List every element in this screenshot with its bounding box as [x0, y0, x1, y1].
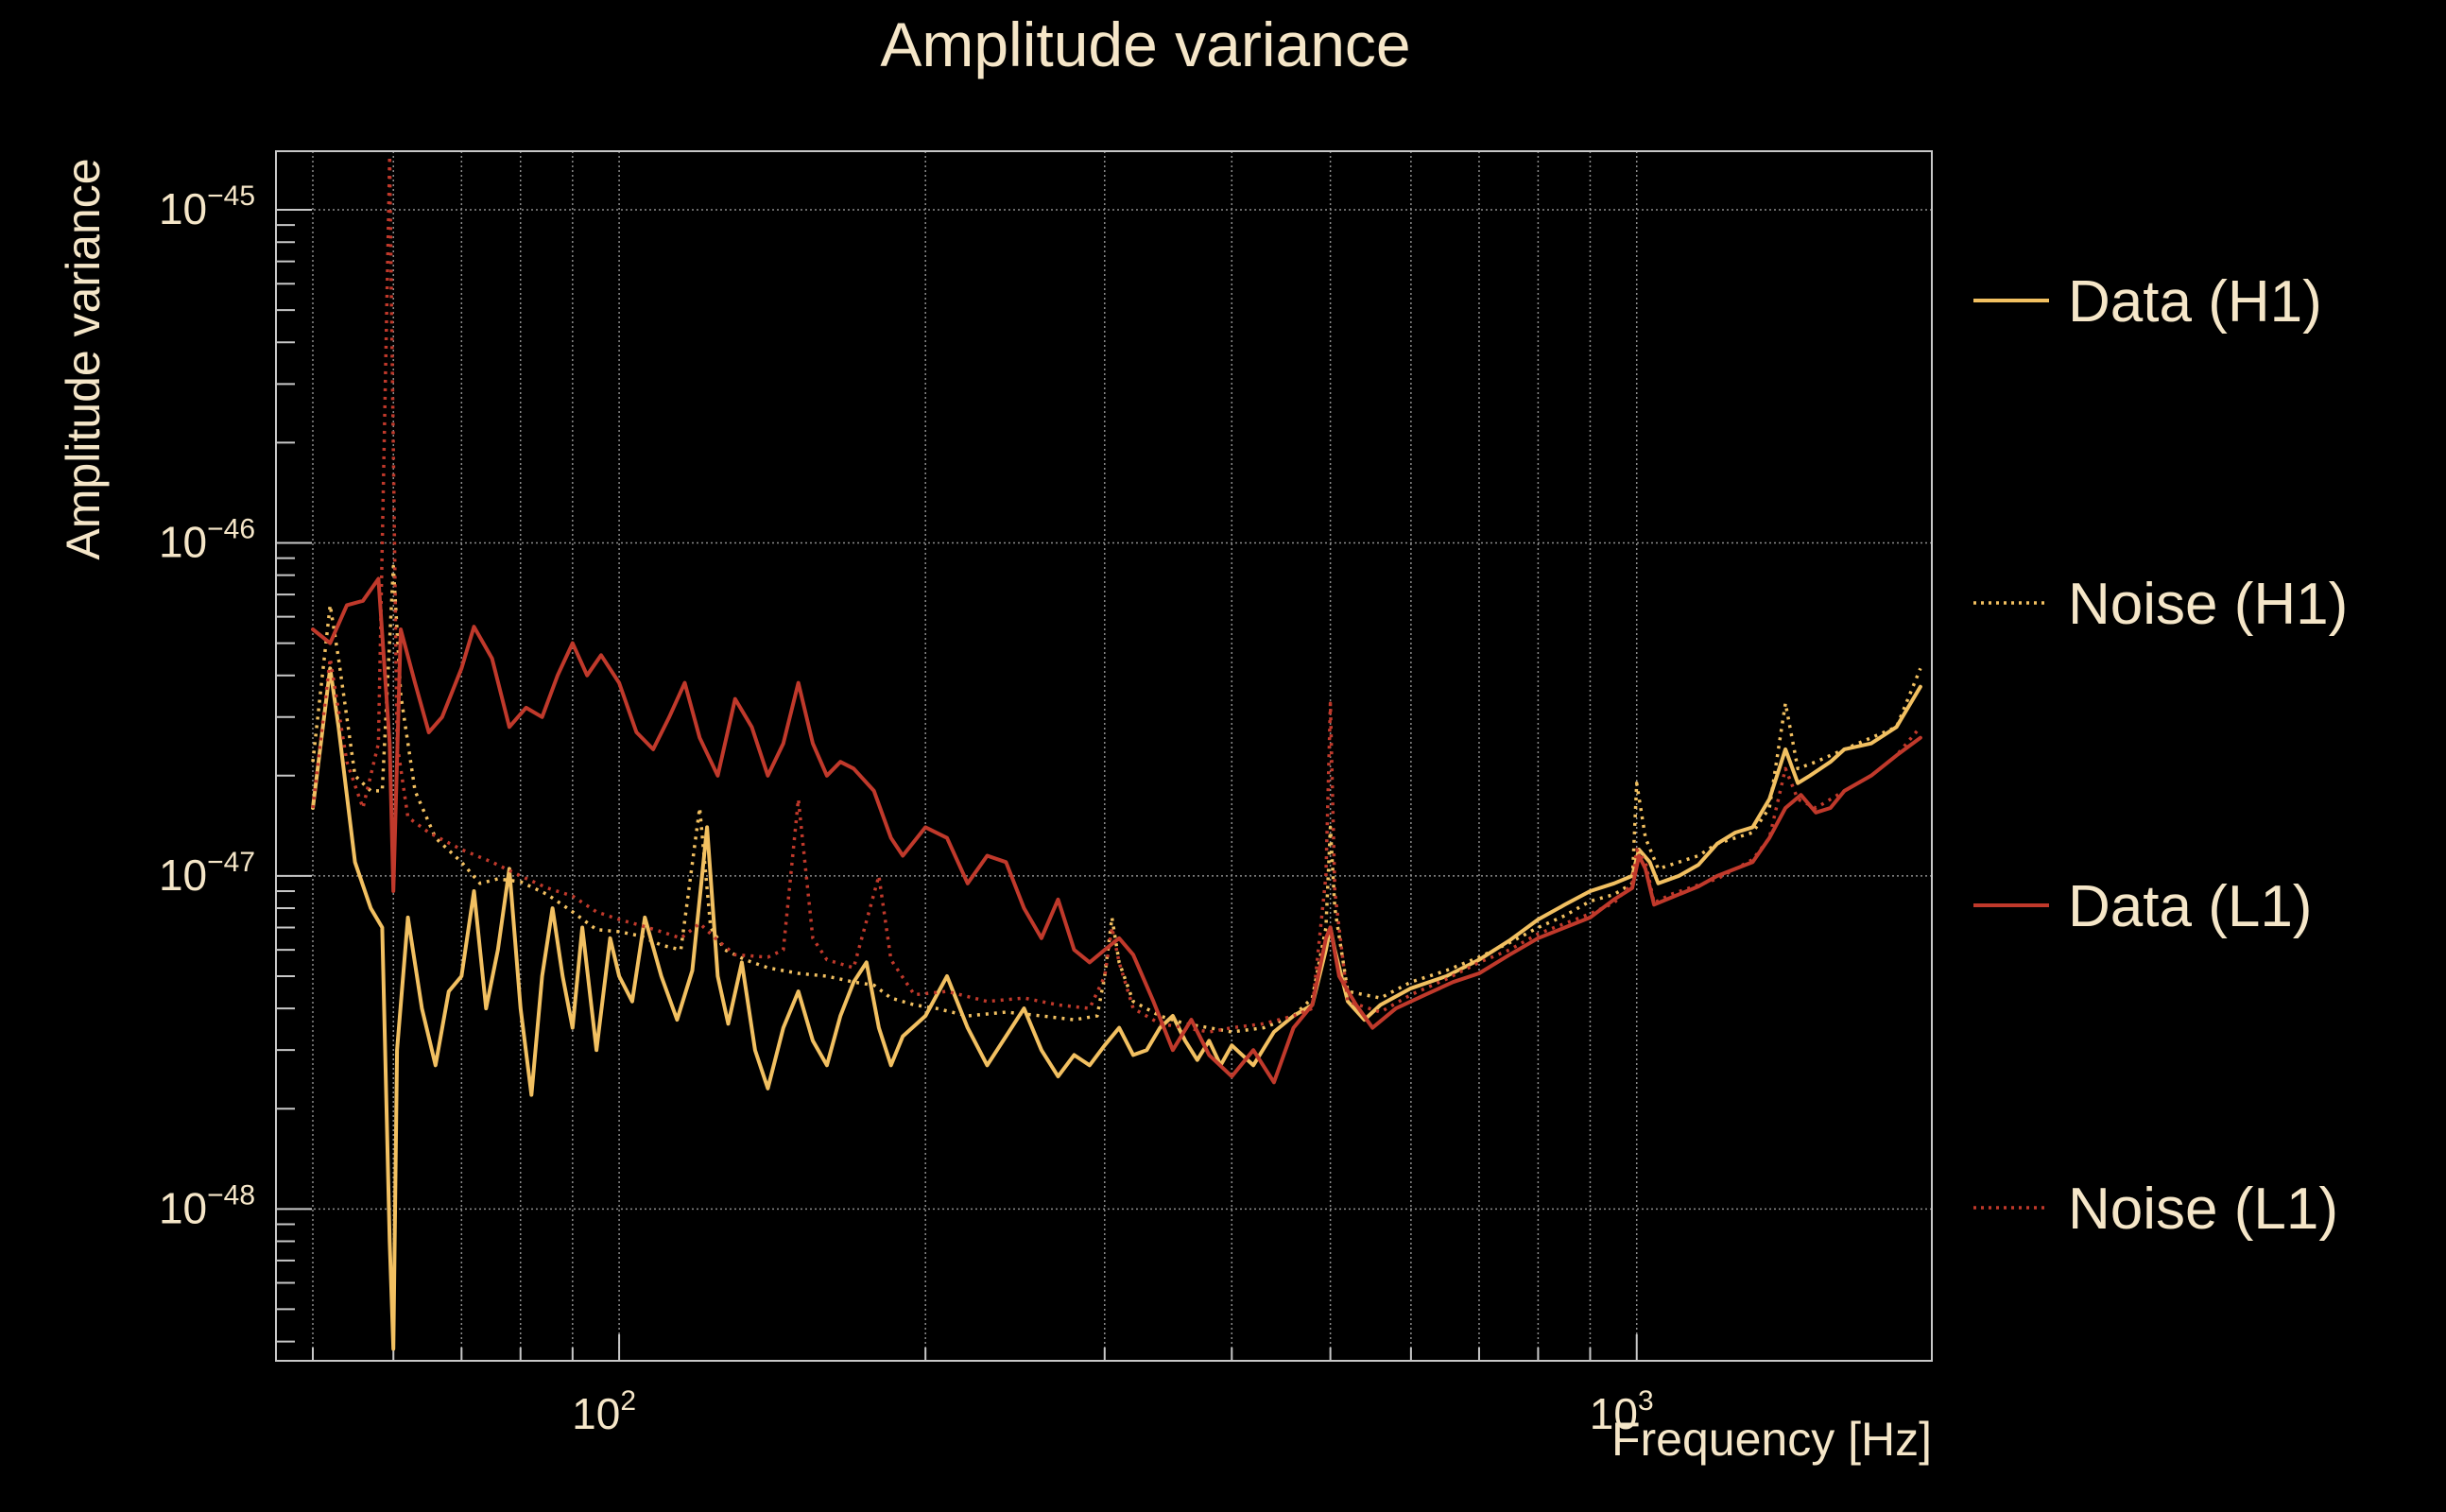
- grid-lines: [276, 151, 1932, 1361]
- legend: Data (H1) Noise (H1) Data (L1) Noise (L1): [1973, 269, 2348, 1242]
- x-tick-label: 103: [1590, 1385, 1654, 1438]
- y-tick-label: 10−48: [159, 1179, 255, 1232]
- y-axis-label: Amplitude variance: [57, 158, 110, 559]
- x-tick-label: 102: [572, 1385, 636, 1438]
- x-axis-label: Frequency [Hz]: [1611, 1413, 1932, 1466]
- legend-label-noise-h1: Noise (H1): [2068, 572, 2348, 637]
- series-line-data-l1: [311, 576, 1922, 1085]
- series-line-data-h1: [311, 666, 1922, 1351]
- legend-label-data-h1: Data (H1): [2068, 269, 2322, 335]
- legend-label-noise-l1: Noise (L1): [2068, 1177, 2338, 1242]
- y-tick-label: 10−47: [159, 847, 255, 900]
- plot-frame: [275, 150, 1933, 1362]
- series-line-noise-h1: [311, 564, 1922, 1034]
- series-line-noise-l1: [311, 154, 1922, 1034]
- y-tick-label: 10−46: [159, 513, 255, 566]
- axis-ticks: 10−48 10−47 10−46 10−45 102 103: [159, 180, 1654, 1438]
- legend-label-data-l1: Data (L1): [2068, 874, 2312, 939]
- y-tick-label: 10−45: [159, 180, 255, 233]
- chart-title: Amplitude variance: [880, 9, 1410, 79]
- plot-area: [311, 154, 1922, 1351]
